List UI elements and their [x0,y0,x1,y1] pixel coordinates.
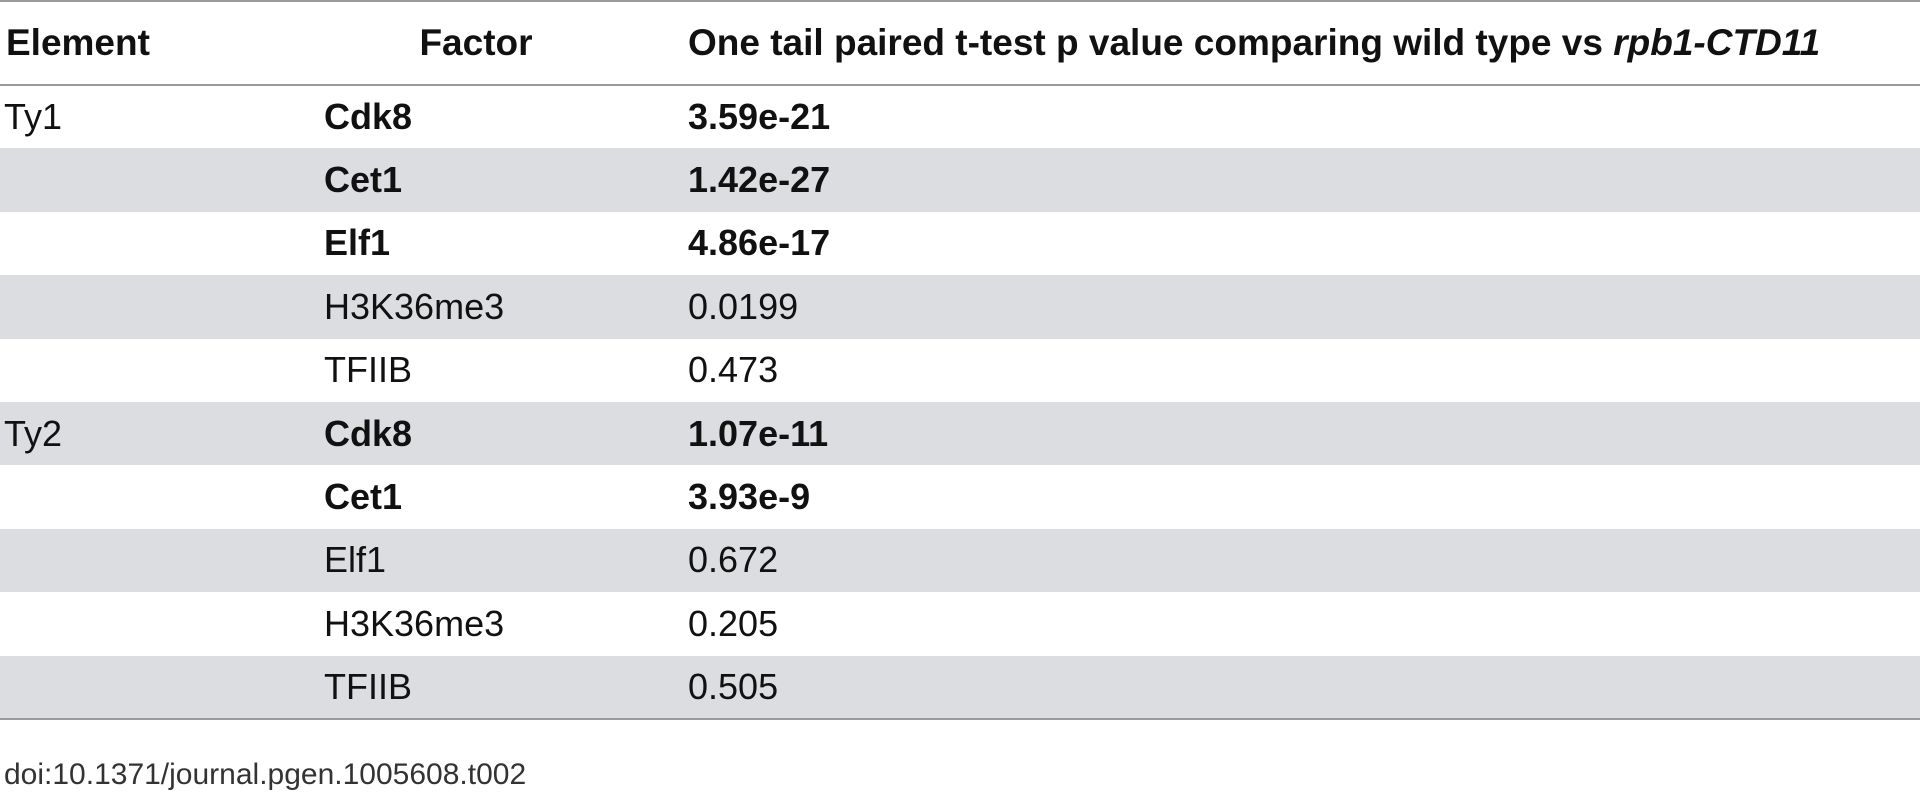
table-header: Element Factor One tail paired t-test p … [0,1,1920,86]
element-cell [0,528,320,593]
table-row: H3K36me3 0.0199 [0,275,1920,339]
factor-cell: Cdk8 [320,401,688,466]
pvalue-cell: 4.86e-17 [688,222,831,264]
table-row: H3K36me3 0.205 [0,592,1920,655]
data-table: Element Factor One tail paired t-test p … [0,0,1920,720]
factor-cell: Elf1 [324,222,391,264]
pvalue-cell: 0.505 [688,655,1920,719]
factor-cell: Cet1 [320,148,688,212]
element-cell: Ty1 [4,96,63,138]
column-header-pvalue-gene: rpb1-CTD11 [1613,22,1821,63]
pvalue-cell: 3.93e-9 [688,476,811,518]
table-row: Elf1 4.86e-17 [0,212,1920,275]
factor-cell: Elf1 [320,528,688,593]
pvalue-cell: 1.07e-11 [688,401,1920,466]
factor-cell: TFIIB [324,349,412,391]
element-cell [0,212,320,275]
table-row: Ty2 Cdk8 1.07e-11 [0,401,1920,466]
header-row: Element Factor One tail paired t-test p … [0,1,1920,86]
table-row: Cet1 1.42e-27 [0,148,1920,212]
element-cell [0,655,320,719]
table-row: Cet1 3.93e-9 [0,465,1920,528]
doi-caption: doi:10.1371/journal.pgen.1005608.t002 [4,758,527,791]
column-header-pvalue: One tail paired t-test p value comparing… [688,1,1920,86]
column-header-pvalue-text: One tail paired t-test p value comparing… [688,22,1614,63]
element-cell [0,339,320,402]
factor-cell: Cet1 [324,476,403,518]
element-cell: Ty2 [0,401,320,466]
pvalue-cell: 0.205 [688,602,779,644]
pvalue-cell: 0.473 [688,349,779,391]
factor-cell: H3K36me3 [324,602,505,644]
table-row: Ty1 Cdk8 3.59e-21 [0,85,1920,148]
factor-cell: TFIIB [320,655,688,719]
element-cell [0,148,320,212]
column-header-element: Element [0,1,320,86]
column-header-factor: Factor [320,1,688,86]
table-body: Ty1 Cdk8 3.59e-21 Cet1 1.42e-27 Elf1 4.8… [0,85,1920,719]
pvalue-cell: 1.42e-27 [688,148,1920,212]
pvalue-cell: 3.59e-21 [688,96,831,138]
element-cell [0,275,320,339]
factor-cell: Cdk8 [324,96,413,138]
factor-cell: H3K36me3 [320,275,688,339]
table-row: Elf1 0.672 [0,528,1920,593]
pvalue-cell: 0.0199 [688,275,1920,339]
pvalue-cell: 0.672 [688,528,1920,593]
table-row: TFIIB 0.473 [0,339,1920,402]
element-cell [0,592,320,655]
element-cell [0,465,320,528]
table-row: TFIIB 0.505 [0,655,1920,719]
